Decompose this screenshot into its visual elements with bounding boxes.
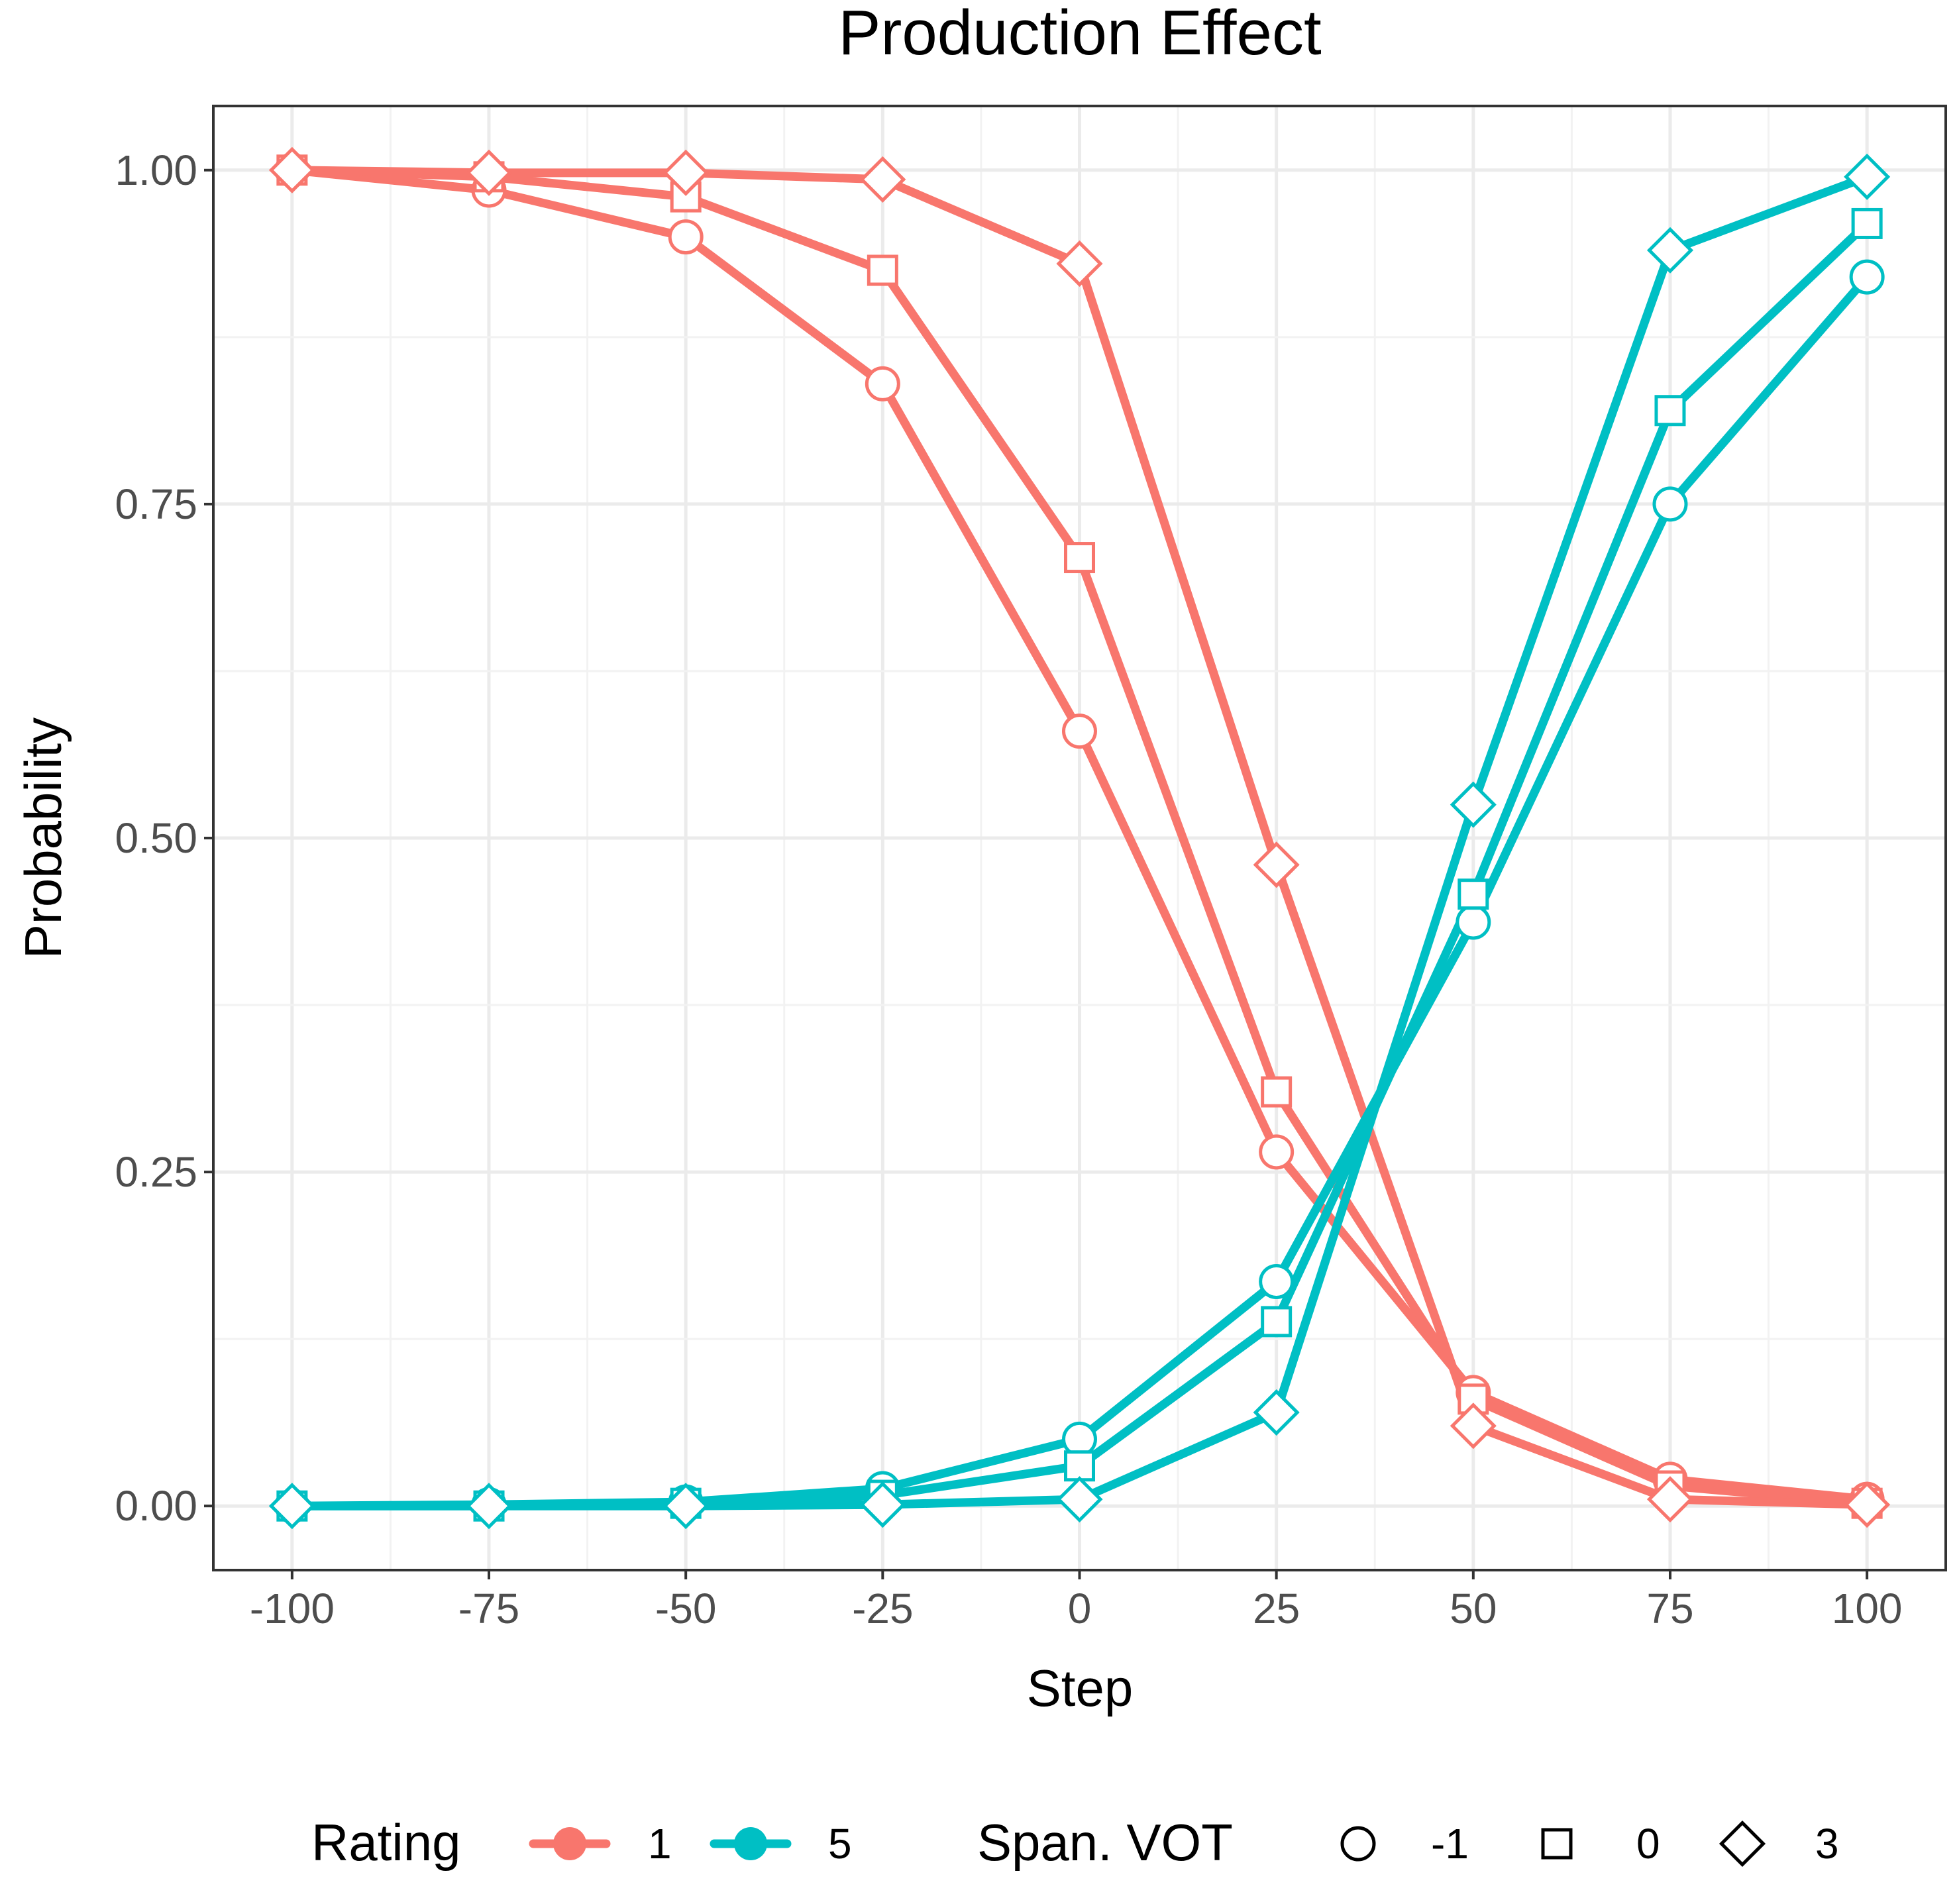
point-rating-1-vot--1-step--25 bbox=[865, 366, 900, 401]
legend-key-shape-vot--1 bbox=[1340, 1826, 1376, 1862]
x-tick-label: -100 bbox=[250, 1585, 335, 1632]
chart-title: Production Effect bbox=[838, 0, 1321, 68]
point-rating-5-vot-0-step-100 bbox=[1851, 207, 1883, 239]
x-tick-label: -25 bbox=[852, 1585, 914, 1632]
point-rating-1-vot--1-step-25 bbox=[1259, 1134, 1295, 1170]
point-rating-5-vot-3-step--75 bbox=[465, 1483, 513, 1530]
legend-key-dot-rating-1 bbox=[553, 1827, 586, 1860]
legend-key-shape-vot-0 bbox=[1541, 1828, 1573, 1860]
point-rating-1-vot-0-step-0 bbox=[1064, 542, 1095, 574]
y-tick-label: 0.75 bbox=[115, 480, 197, 528]
point-rating-5-vot--1-step-25 bbox=[1259, 1263, 1295, 1299]
y-tick-label: 1.00 bbox=[115, 146, 197, 194]
y-tick-label: 0.00 bbox=[115, 1482, 197, 1530]
point-rating-5-vot-3-step--50 bbox=[662, 1483, 710, 1530]
point-rating-1-vot-0-step-25 bbox=[1261, 1076, 1293, 1108]
point-rating-1-vot-0-step--25 bbox=[867, 254, 898, 286]
legend-title-vot: Span. VOT bbox=[977, 1813, 1233, 1872]
series-markers bbox=[268, 146, 1891, 1530]
legend-label-vot--1: -1 bbox=[1431, 1820, 1469, 1868]
axes: -100 -75 -50 -25 0 25 50 75 100 0.00 0.25 0.50 0.75 1… bbox=[115, 146, 1902, 1632]
point-rating-5-vot-0-step-25 bbox=[1261, 1306, 1293, 1338]
x-tick-label: -50 bbox=[655, 1585, 717, 1632]
point-rating-1-vot-3-step-50 bbox=[1450, 1402, 1497, 1450]
point-rating-1-vot-3-step--50 bbox=[662, 149, 710, 196]
point-rating-5-vot-3-step--25 bbox=[859, 1481, 906, 1528]
point-rating-1-vot-3-step--75 bbox=[465, 149, 513, 196]
point-rating-5-vot--1-step-75 bbox=[1652, 486, 1688, 522]
point-rating-1-vot-3-step-100 bbox=[1844, 1481, 1891, 1528]
point-rating-5-vot--1-step-50 bbox=[1456, 904, 1491, 940]
x-tick-label: 0 bbox=[1068, 1585, 1092, 1632]
point-rating-5-vot-0-step-75 bbox=[1654, 395, 1686, 427]
x-axis-title: Step bbox=[1027, 1659, 1133, 1717]
point-rating-1-vot-3-step-0 bbox=[1056, 240, 1103, 287]
x-tick-label: 50 bbox=[1450, 1585, 1497, 1632]
y-axis-title: Probability bbox=[14, 717, 72, 959]
point-rating-5-vot-3-step--100 bbox=[268, 1483, 315, 1530]
point-rating-5-vot-0-step-0 bbox=[1064, 1450, 1095, 1482]
point-rating-5-vot--1-step-0 bbox=[1062, 1421, 1097, 1457]
x-tick-label: 25 bbox=[1253, 1585, 1300, 1632]
legend-key-shape-vot-3 bbox=[1719, 1820, 1766, 1868]
x-tick-label: 100 bbox=[1832, 1585, 1903, 1632]
legend-title-rating: Rating bbox=[311, 1813, 460, 1872]
legend-key-dot-rating-5 bbox=[734, 1827, 767, 1860]
point-rating-5-vot--1-step-100 bbox=[1849, 259, 1885, 295]
point-rating-5-vot-0-step-50 bbox=[1457, 878, 1489, 910]
legend-label-vot-0: 0 bbox=[1636, 1820, 1660, 1868]
y-tick-label: 0.50 bbox=[115, 814, 197, 862]
point-rating-5-vot-3-step-75 bbox=[1646, 227, 1694, 274]
point-rating-5-vot-3-step-25 bbox=[1253, 1389, 1300, 1436]
legend-label-rating-5: 5 bbox=[828, 1820, 852, 1868]
legend: Rating 1 5 Span. VOT -1 0 3 bbox=[311, 1813, 1839, 1872]
point-rating-1-vot--1-step-0 bbox=[1062, 714, 1097, 749]
legend-label-vot-3: 3 bbox=[1815, 1820, 1839, 1868]
x-tick-label: -75 bbox=[458, 1585, 520, 1632]
x-tick-label: 75 bbox=[1646, 1585, 1693, 1632]
point-rating-5-vot-3-step-50 bbox=[1450, 781, 1497, 828]
point-rating-1-vot-3-step-25 bbox=[1253, 841, 1300, 888]
point-rating-5-vot-3-step-100 bbox=[1844, 153, 1891, 200]
point-rating-5-vot-3-step-0 bbox=[1056, 1476, 1103, 1523]
point-rating-1-vot-3-step-75 bbox=[1646, 1476, 1694, 1523]
point-rating-1-vot--1-step--50 bbox=[668, 219, 704, 255]
point-rating-1-vot-3-step--25 bbox=[859, 156, 906, 203]
y-tick-label: 0.25 bbox=[115, 1148, 197, 1196]
point-rating-1-vot-3-step--100 bbox=[268, 146, 315, 193]
legend-label-rating-1: 1 bbox=[648, 1820, 672, 1868]
